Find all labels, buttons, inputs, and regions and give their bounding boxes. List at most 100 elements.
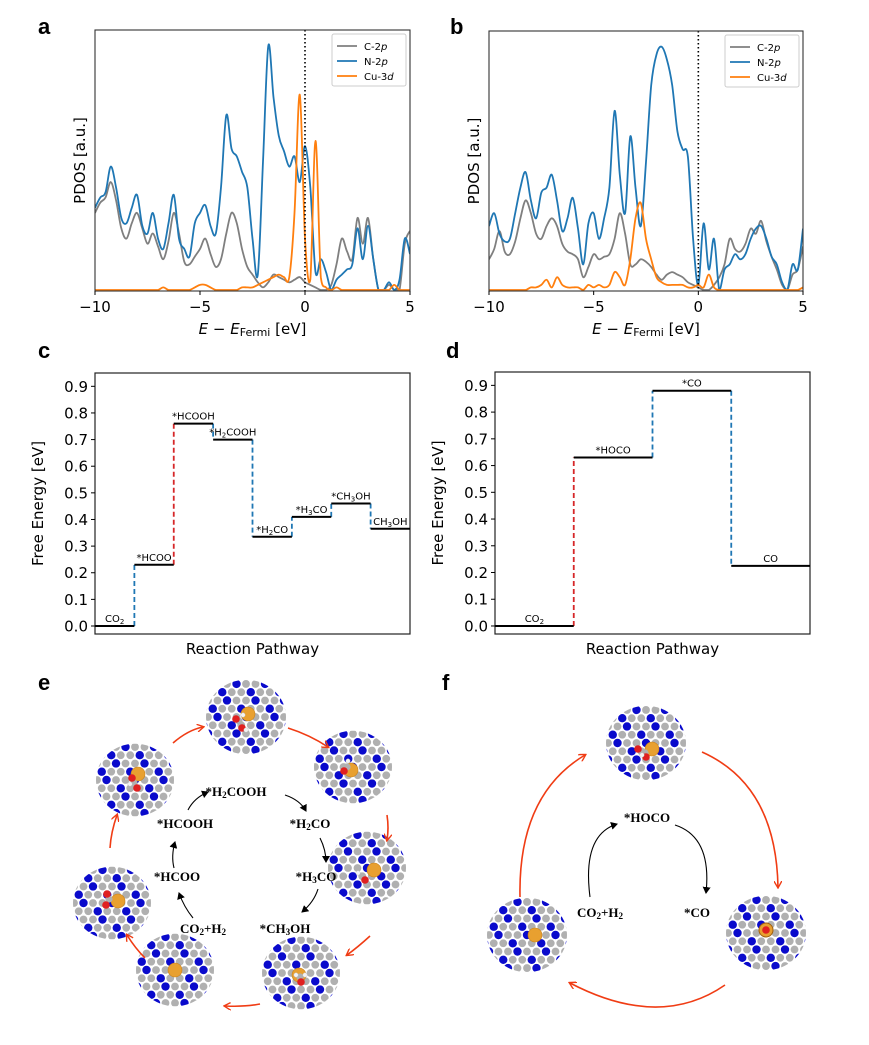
carbon-atom [146, 899, 151, 907]
carbon-atom [61, 899, 69, 907]
carbon-atom [113, 957, 121, 965]
carbon-atom [349, 779, 357, 788]
carbon-atom [401, 771, 409, 779]
nitrogen-atom [447, 964, 455, 972]
nitrogen-atom [79, 849, 87, 857]
carbon-atom [738, 871, 746, 879]
carbon-atom [833, 871, 841, 879]
carbon-atom [618, 681, 626, 689]
nitrogen-atom [249, 952, 257, 960]
carbon-atom [113, 858, 121, 866]
carbon-atom [387, 922, 395, 930]
nitrogen-atom [580, 780, 588, 788]
carbon-atom [155, 834, 163, 842]
carbon-atom [218, 754, 226, 762]
nitrogen-atom [75, 841, 83, 849]
nitrogen-atom [560, 963, 567, 973]
carbon-atom [713, 780, 721, 788]
carbon-atom [724, 880, 732, 888]
nitrogen-atom [275, 737, 284, 746]
carbon-atom [800, 929, 806, 937]
nitrogen-atom [780, 895, 790, 905]
nitrogen-atom [400, 847, 406, 856]
carbon-atom [213, 696, 222, 705]
carbon-atom [713, 714, 721, 722]
nitrogen-atom [279, 745, 286, 755]
carbon-atom [743, 945, 751, 954]
carbon-atom [494, 947, 503, 956]
carbon-atom [179, 841, 187, 849]
carbon-atom [391, 831, 400, 839]
carbon-atom [169, 727, 177, 735]
nitrogen-atom [230, 936, 238, 944]
carbon-atom [430, 831, 438, 839]
nitrogen-atom [651, 771, 660, 781]
carbon-atom [829, 880, 837, 888]
nitrogen-atom [126, 718, 134, 726]
nitrogen-atom [79, 948, 87, 956]
nitrogen-atom [301, 944, 310, 953]
nitrogen-atom [190, 738, 198, 746]
nitrogen-atom [523, 881, 531, 889]
carbon-atom [420, 881, 428, 889]
carbon-atom [329, 839, 338, 848]
carbon-atom [154, 800, 163, 809]
mechanism-arrow [177, 892, 194, 919]
carbon-atom [680, 789, 688, 797]
carbon-atom [117, 866, 126, 874]
carbon-atom [212, 801, 220, 809]
carbon-atom [223, 991, 231, 999]
carbon-atom [141, 727, 149, 735]
carbon-atom [487, 922, 489, 931]
carbon-atom [396, 806, 404, 814]
carbon-atom [131, 923, 140, 932]
carbon-atom [461, 906, 469, 914]
nitrogen-atom [199, 1015, 207, 1023]
legend-label-n-2p: N-2p [364, 57, 388, 68]
carbon-atom [430, 881, 438, 889]
carbon-atom [256, 737, 265, 746]
carbon-atom [726, 962, 732, 970]
label-part: *H [296, 869, 313, 884]
carbon-atom [156, 899, 164, 907]
nitrogen-atom [135, 751, 144, 760]
carbon-atom [278, 788, 286, 796]
nitrogen-atom [819, 879, 827, 887]
nitrogen-atom [606, 705, 608, 706]
nitrogen-atom [585, 956, 593, 964]
carbon-atom [171, 982, 179, 991]
carbon-atom [97, 784, 106, 793]
carbon-atom [387, 714, 395, 722]
carbon-atom [585, 723, 593, 731]
nitrogen-atom [420, 913, 428, 921]
nitrogen-atom [575, 923, 583, 931]
carbon-atom [466, 898, 474, 906]
carbon-atom [69, 834, 77, 842]
nitrogen-atom [147, 990, 156, 999]
carbon-atom [273, 911, 281, 919]
nitrogen-atom [171, 721, 179, 729]
carbon-atom [691, 921, 699, 929]
nitrogen-atom [207, 743, 215, 751]
carbon-atom [771, 945, 780, 954]
nitrogen-atom [223, 1007, 231, 1015]
nitrogen-atom [335, 821, 343, 829]
carbon-atom [280, 713, 286, 721]
carbon-atom [339, 905, 347, 913]
carbon-atom [131, 907, 140, 916]
carbon-atom [547, 890, 555, 898]
carbon-atom [494, 914, 503, 923]
carbon-atom [74, 809, 82, 817]
carbon-atom [580, 948, 588, 956]
carbon-atom [547, 989, 555, 997]
nitrogen-atom [318, 680, 326, 688]
carbon-atom [275, 721, 284, 730]
carbon-atom [190, 705, 198, 713]
pdos-chart-b: −10 −5 0 5E − EFermi [eV]PDOS [a.u.]C-2pN-2… [465, 30, 808, 339]
carbon-atom [509, 873, 517, 881]
carbon-atom [330, 779, 338, 788]
carbon-atom [112, 743, 120, 751]
nitrogen-atom [373, 804, 381, 812]
carbon-atom [233, 763, 241, 771]
nitrogen-atom [795, 904, 804, 913]
